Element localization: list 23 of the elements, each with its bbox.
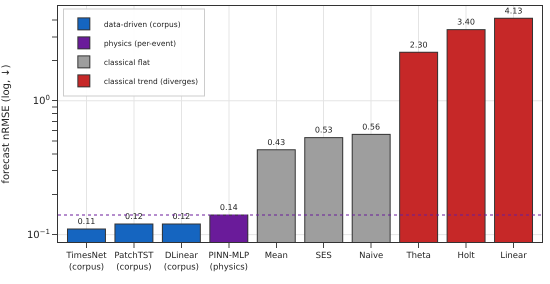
x-tick-label: Mean xyxy=(264,251,288,262)
data-label: 0.12 xyxy=(125,212,143,221)
y-axis-title: forecast nRMSE (log, ↓) xyxy=(0,64,12,184)
data-label: 0.11 xyxy=(78,217,96,226)
data-label: 0.12 xyxy=(172,212,190,221)
x-tick-label: TimesNet (corpus) xyxy=(65,251,108,272)
data-label: 0.14 xyxy=(220,203,238,212)
data-label: 4.13 xyxy=(504,6,522,16)
x-tick-label: PINN-MLP (physics) xyxy=(208,251,250,272)
x-tick-label: Naive xyxy=(359,251,384,262)
x-tick-label: Linear xyxy=(500,251,528,262)
data-label: 0.56 xyxy=(362,122,380,132)
data-label: 0.53 xyxy=(314,126,333,135)
x-tick-label: DLinear (corpus) xyxy=(164,251,199,272)
y-tick-label: 10$^{0}$ xyxy=(32,94,50,108)
y-tick-label: 10$^{−1}$ xyxy=(26,228,50,242)
data-label: 3.40 xyxy=(457,18,475,27)
x-tick-label: PatchTST (corpus) xyxy=(114,251,154,272)
data-label: 0.43 xyxy=(267,138,286,147)
data-label: 2.30 xyxy=(410,40,428,50)
x-tick-label: SES xyxy=(316,251,332,262)
x-tick-label: Theta xyxy=(405,251,431,262)
x-tick-label: Holt xyxy=(457,251,476,262)
